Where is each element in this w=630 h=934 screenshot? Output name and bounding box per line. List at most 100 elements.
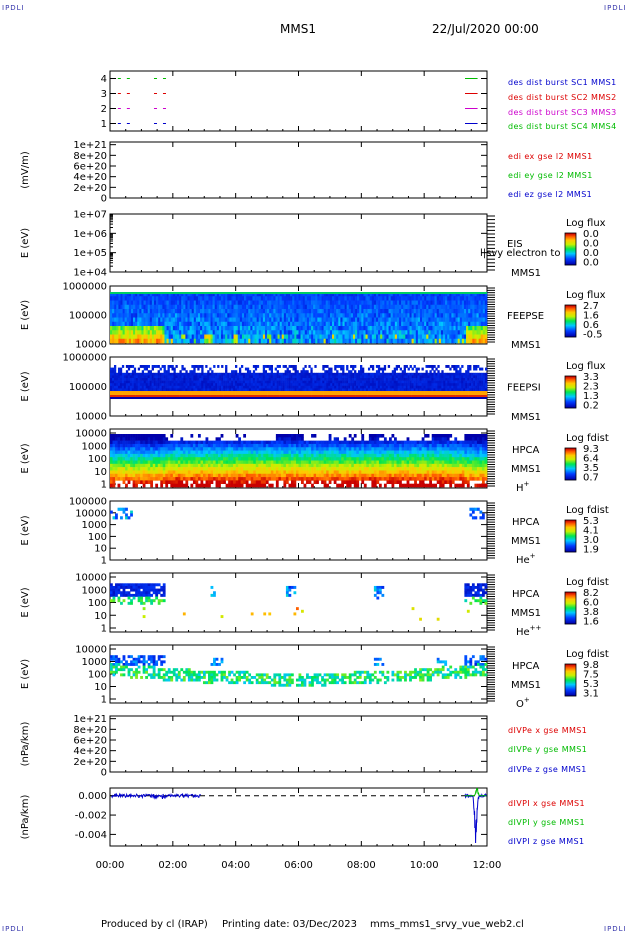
- spectrogram-cell: [195, 467, 199, 471]
- spectrogram-cell: [170, 470, 174, 475]
- spectrogram-cell: [338, 334, 341, 340]
- spectrogram-cell: [168, 326, 172, 331]
- spectrogram-cell: [334, 330, 337, 335]
- spectrogram-cell: [162, 321, 165, 327]
- spectrogram-cell: [461, 313, 465, 318]
- spectrogram-cell: [472, 292, 475, 297]
- spectrogram-cell: [164, 326, 167, 331]
- colorbar-segment: [565, 314, 576, 316]
- spectrogram-cell: [166, 395, 174, 398]
- spectrogram-cell: [388, 321, 391, 327]
- spectrogram-cell: [278, 378, 281, 381]
- spectrogram-cell: [177, 372, 180, 376]
- spectrogram-cell: [445, 383, 448, 387]
- spectrogram-cell: [267, 395, 274, 398]
- spectrogram-cell: [340, 385, 343, 389]
- spectrogram-cell: [200, 292, 203, 297]
- spectrogram-cell: [219, 385, 222, 389]
- spectrogram-cell: [227, 375, 230, 379]
- spectrogram-cell: [120, 330, 123, 335]
- spectrogram-cell: [354, 370, 357, 374]
- spectrogram-cell: [258, 300, 262, 306]
- spectrogram-cell: [250, 375, 254, 379]
- spectrogram-cell: [407, 367, 410, 371]
- spectrogram-cell: [390, 300, 394, 306]
- spectrogram-cell: [434, 296, 438, 301]
- spectrogram-cell: [417, 388, 420, 392]
- spectrogram-cell: [321, 338, 324, 344]
- spectrogram-cell: [428, 304, 431, 310]
- panel-frame-burst: [109, 70, 488, 132]
- spectrogram-cell: [229, 334, 232, 340]
- spectrogram-cell: [135, 375, 139, 379]
- spectrogram-cell: [128, 313, 132, 318]
- spectrogram-cell: [120, 317, 123, 323]
- spectrogram-cell: [157, 460, 161, 465]
- spectrogram-cell: [254, 296, 257, 301]
- spectrogram-cell: [163, 380, 166, 384]
- spectrogram-cell: [174, 317, 178, 323]
- spectrogram-cell: [413, 388, 416, 392]
- spectrogram-cell: [392, 313, 396, 318]
- spectrogram-cell: [334, 385, 337, 389]
- spectrogram-cell: [277, 313, 280, 318]
- spectrogram-cell: [405, 388, 408, 392]
- spectrogram-cell: [145, 470, 148, 475]
- spectrogram-cell: [304, 365, 307, 368]
- spectrogram-cell: [135, 395, 142, 398]
- spectrogram-cell: [127, 460, 131, 465]
- spectrogram-cell: [427, 383, 430, 387]
- spectrogram-cell: [155, 380, 158, 384]
- spectrogram-cell: [455, 296, 458, 301]
- spectrogram-cell: [203, 378, 206, 381]
- spectrogram-cell: [365, 296, 368, 301]
- spectrogram-cell: [172, 467, 176, 471]
- spectrogram-cell: [470, 313, 473, 318]
- spectrogram-cell: [205, 375, 208, 379]
- spectrogram-cell: [445, 309, 448, 314]
- spectrogram-cell: [250, 313, 253, 318]
- spectrogram-cell: [480, 296, 484, 301]
- spectrogram-cell: [179, 292, 182, 297]
- spectrogram-cell: [267, 321, 270, 327]
- spectrogram-cell: [360, 385, 363, 389]
- spectrogram-cell: [189, 309, 192, 314]
- spectrogram-cell: [327, 300, 331, 306]
- spectrogram-cell: [431, 375, 434, 379]
- spectrogram-cell: [221, 313, 224, 318]
- spectrogram-cell: [197, 313, 201, 318]
- spectrogram-cell: [248, 338, 251, 344]
- spectrogram-cell: [235, 317, 239, 323]
- spectrogram-cell: [267, 326, 270, 331]
- spectrogram-cell: [147, 296, 151, 301]
- spectrogram-cell: [127, 437, 131, 441]
- spectrogram-cell: [302, 338, 306, 344]
- colorbar-segment: [565, 311, 576, 313]
- spectrogram-cell: [322, 385, 325, 389]
- spectrogram-cell: [200, 304, 203, 310]
- spacecraft-label-eis: MMS1: [511, 268, 541, 279]
- spectrogram-cell: [367, 391, 375, 394]
- spectrogram-cell: [248, 309, 251, 314]
- spectrogram-cell: [445, 380, 448, 384]
- spectrogram-cell: [122, 457, 126, 461]
- spectrogram-cell: [465, 385, 468, 389]
- spectrogram-cell: [292, 391, 299, 394]
- spectrogram-cell: [451, 330, 454, 335]
- spectrogram-cell: [204, 304, 207, 310]
- colorbar-segment: [565, 391, 576, 393]
- spectrogram-cell: [187, 330, 190, 335]
- spectrogram-cell: [369, 334, 373, 340]
- spectrogram-cell: [474, 326, 477, 331]
- spectrogram-cell: [149, 375, 152, 379]
- spectrogram-cell: [304, 338, 308, 344]
- spectrogram-cell: [223, 380, 226, 384]
- spectrogram-cell: [272, 383, 275, 387]
- spectrogram-cell: [269, 317, 272, 323]
- spectrogram-cell: [113, 378, 117, 381]
- spectrogram-cell: [386, 393, 394, 396]
- spectrogram-cell: [465, 370, 468, 374]
- spectrogram-cell: [155, 378, 158, 381]
- spectrogram-cell: [208, 317, 211, 323]
- spectrogram-cell: [117, 434, 121, 438]
